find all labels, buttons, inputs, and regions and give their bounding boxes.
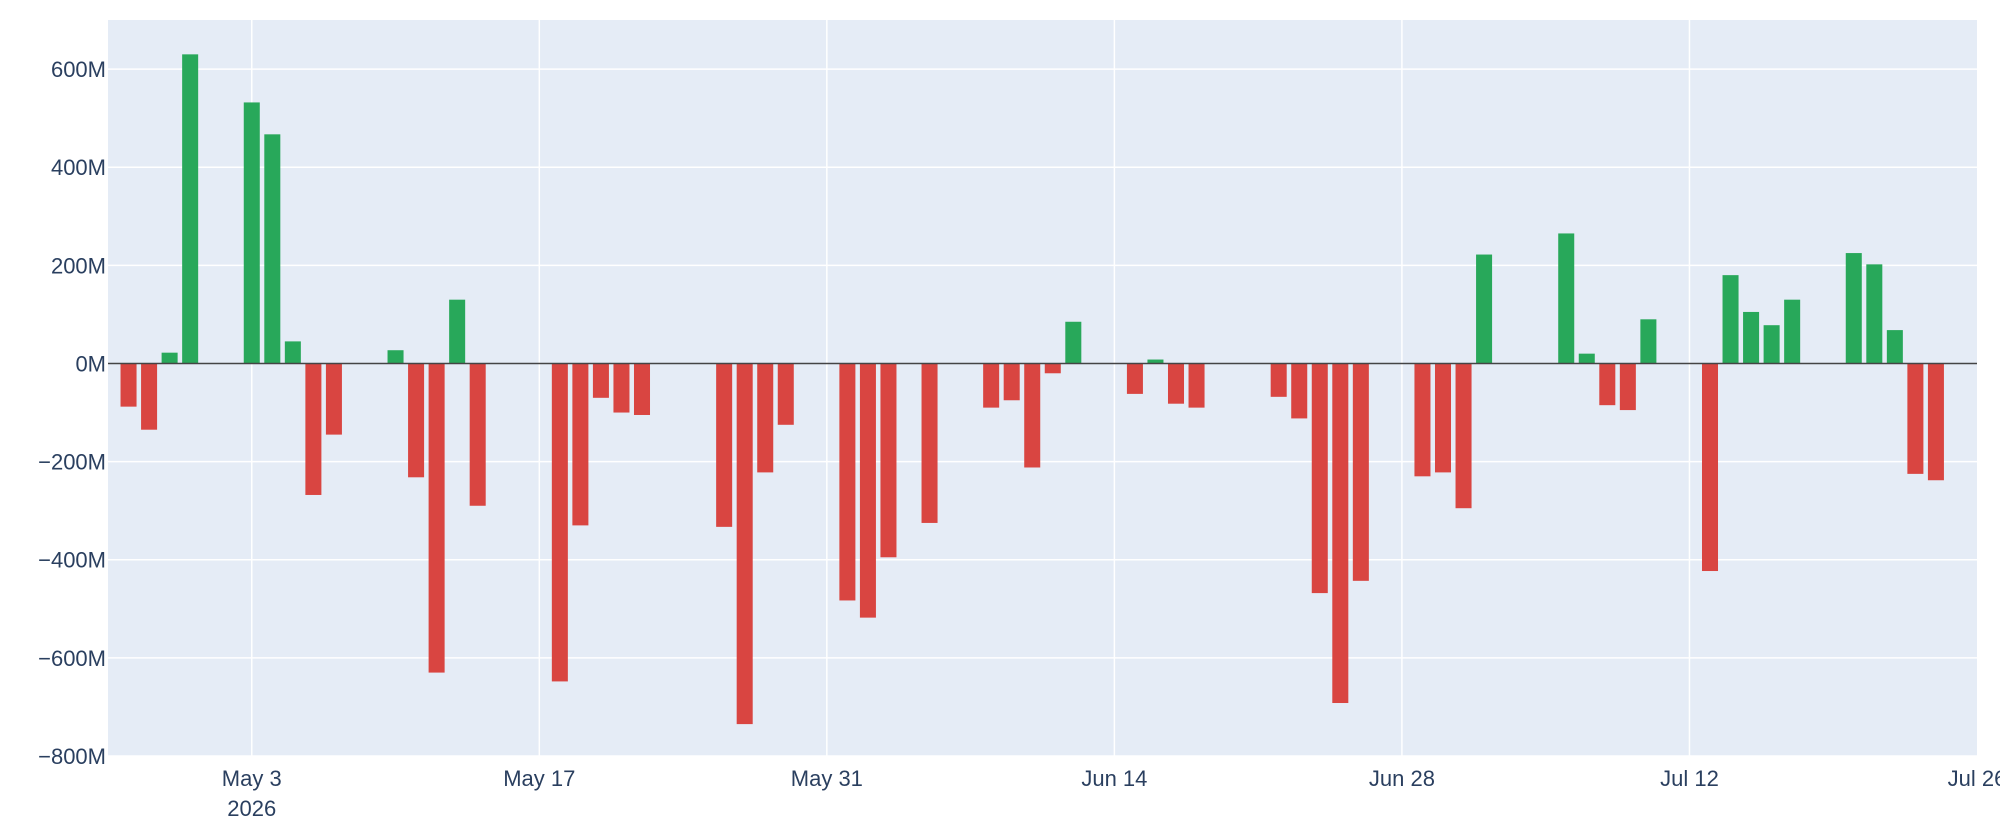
bar xyxy=(1578,353,1595,364)
bar xyxy=(1291,363,1308,419)
bar xyxy=(777,363,794,425)
x-tick-label: May 3 xyxy=(222,766,282,791)
y-axis-ticks: 600M 400M 200M 0M −200M −400M −600M −800M xyxy=(38,57,106,769)
y-tick-label: −200M xyxy=(38,450,106,475)
bar xyxy=(120,363,137,407)
bar xyxy=(880,363,897,558)
plot-background xyxy=(108,20,1977,756)
y-tick-label: 400M xyxy=(51,155,106,180)
x-tick-label: Jun 14 xyxy=(1081,766,1147,791)
bar xyxy=(1784,299,1801,364)
bars xyxy=(120,54,1944,725)
bar xyxy=(1147,359,1164,364)
bar xyxy=(572,363,589,526)
bar xyxy=(1003,363,1020,401)
bar xyxy=(1044,363,1061,374)
bar xyxy=(387,350,404,364)
bar xyxy=(408,363,425,478)
bar xyxy=(613,363,630,413)
bar xyxy=(305,363,322,495)
x-tick-label: Jun 28 xyxy=(1369,766,1435,791)
bar xyxy=(1640,319,1657,364)
y-tick-label: 200M xyxy=(51,253,106,278)
bar xyxy=(1722,275,1739,364)
bar xyxy=(1927,363,1944,481)
bar xyxy=(859,363,876,618)
bar xyxy=(757,363,774,473)
y-tick-label: 0M xyxy=(75,351,106,376)
bar xyxy=(1455,363,1472,509)
bar xyxy=(1763,325,1780,364)
bar xyxy=(551,363,568,682)
bar xyxy=(325,363,342,435)
x-tick-label: Jul 12 xyxy=(1660,766,1719,791)
bar xyxy=(1024,363,1041,468)
bar xyxy=(839,363,856,601)
bar xyxy=(1701,363,1719,572)
gridlines xyxy=(108,20,1977,757)
y-tick-label: −400M xyxy=(38,548,106,573)
bar xyxy=(1414,363,1431,477)
bar xyxy=(1065,321,1082,364)
bar xyxy=(449,299,466,364)
bar xyxy=(1886,330,1903,364)
bar xyxy=(428,363,445,673)
bar xyxy=(264,134,281,364)
bar xyxy=(284,341,301,364)
x-tick-label: May 17 xyxy=(503,766,575,791)
y-tick-label: 600M xyxy=(51,57,106,82)
bar xyxy=(1866,264,1883,364)
bar xyxy=(141,363,158,430)
bar xyxy=(1476,254,1493,364)
bar xyxy=(633,363,651,415)
bar xyxy=(1907,363,1924,474)
bar xyxy=(182,54,199,364)
bar xyxy=(1352,363,1369,581)
bar xyxy=(1126,363,1143,394)
bar xyxy=(1332,363,1349,704)
bar xyxy=(1845,253,1862,364)
bar xyxy=(716,363,733,527)
bar xyxy=(161,352,178,364)
bar xyxy=(243,102,260,364)
x-tick-label: Jul 26 xyxy=(1948,766,2000,791)
bar xyxy=(1599,363,1616,406)
bar xyxy=(469,363,486,506)
bar xyxy=(1270,363,1287,397)
y-tick-label: −600M xyxy=(38,646,106,671)
bar xyxy=(1558,233,1575,364)
y-tick-label: −800M xyxy=(38,744,106,769)
bar xyxy=(1743,311,1760,364)
bar xyxy=(1434,363,1452,473)
bar xyxy=(983,363,1000,408)
bar xyxy=(1311,363,1328,594)
x-tick-label: May 31 xyxy=(791,766,863,791)
bar xyxy=(1188,363,1205,408)
bar xyxy=(1619,363,1636,411)
x-tick-sublabel: 2026 xyxy=(227,796,276,821)
bar xyxy=(921,363,938,523)
bar xyxy=(736,363,753,725)
bar xyxy=(592,363,609,398)
x-axis-ticks: May 3 2026 May 17 May 31 Jun 14 Jun 28 Jul 12 J… xyxy=(222,766,2000,821)
bar xyxy=(1167,363,1185,404)
